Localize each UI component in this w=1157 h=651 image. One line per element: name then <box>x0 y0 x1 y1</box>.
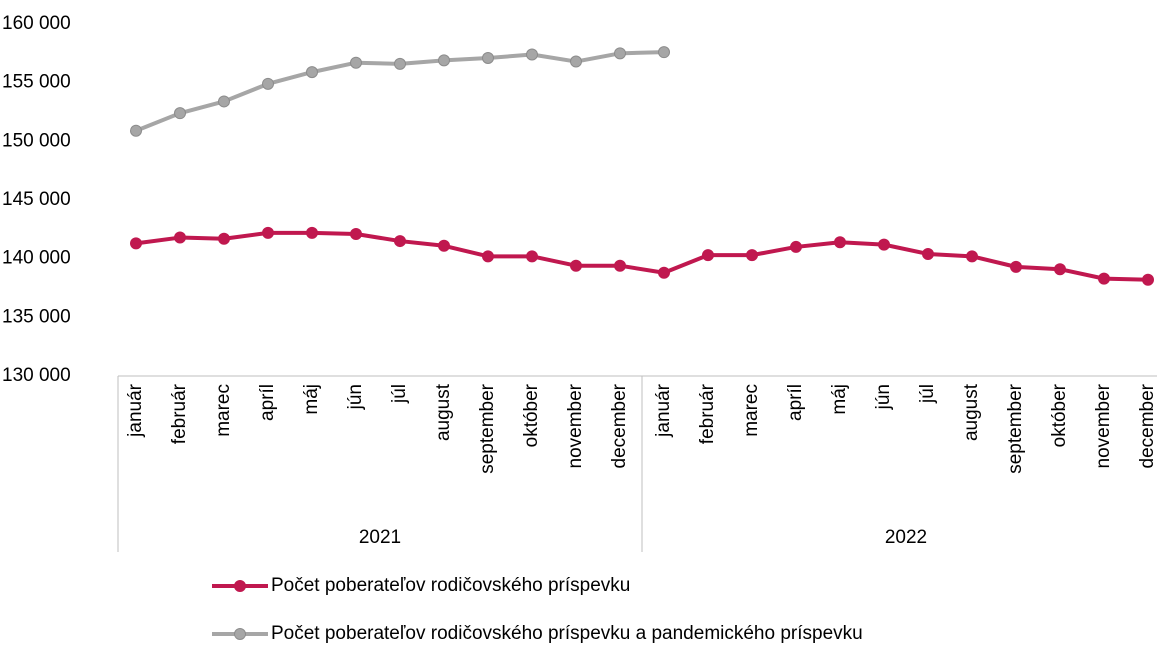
series-marker <box>1098 272 1110 285</box>
series-marker <box>306 226 318 239</box>
series-marker <box>570 55 582 68</box>
x-tick-label: november <box>565 383 586 468</box>
series-marker <box>790 240 802 253</box>
x-tick-label: júl <box>917 384 938 404</box>
y-tick-label: 140 000 <box>2 248 71 269</box>
series-marker <box>746 249 758 262</box>
series-marker <box>218 232 230 245</box>
x-tick-label: november <box>1093 383 1114 468</box>
legend-label: Počet poberateľov rodičovského príspevku… <box>271 623 863 644</box>
series-marker <box>394 235 406 248</box>
series-marker <box>394 57 406 70</box>
x-tick-label: august <box>433 383 454 441</box>
series-marker <box>1054 263 1066 276</box>
x-tick-label: apríl <box>257 384 278 421</box>
series-marker <box>1010 260 1022 273</box>
x-tick-label: máj <box>829 384 850 415</box>
series-marker <box>1142 273 1154 286</box>
legend-marker <box>234 628 246 640</box>
series-marker <box>878 238 890 251</box>
x-tick-label: február <box>697 383 718 444</box>
series-marker <box>438 239 450 252</box>
y-tick-label: 145 000 <box>2 189 71 210</box>
series-marker <box>526 250 538 263</box>
x-tick-label: december <box>609 383 630 468</box>
series-marker <box>658 46 670 59</box>
series-marker <box>174 107 186 120</box>
x-tick-label: marec <box>741 384 762 437</box>
x-tick-label: august <box>961 383 982 441</box>
series-marker <box>438 54 450 67</box>
x-tick-label: február <box>169 383 190 444</box>
x-tick-label: september <box>1005 383 1026 473</box>
series-marker <box>130 237 142 250</box>
series-marker <box>482 250 494 263</box>
series-marker <box>966 250 978 263</box>
series-marker <box>350 56 362 69</box>
series-marker <box>614 259 626 272</box>
series-marker <box>834 236 846 249</box>
x-tick-label: január <box>125 383 146 437</box>
x-tick-label: máj <box>301 384 322 415</box>
series-marker <box>922 247 934 260</box>
series-line <box>135 230 1149 282</box>
legend-marker <box>234 580 246 592</box>
series-marker <box>482 52 494 65</box>
y-tick-label: 150 000 <box>2 130 71 151</box>
series-marker <box>174 231 186 244</box>
series-marker <box>526 48 538 61</box>
y-tick-label: 155 000 <box>2 72 71 93</box>
x-tick-label: júl <box>389 384 410 404</box>
x-tick-label: marec <box>213 384 234 437</box>
x-tick-label: jún <box>345 384 366 410</box>
y-tick-label: 130 000 <box>2 365 71 386</box>
series-marker <box>614 47 626 60</box>
series-marker <box>262 77 274 90</box>
series-marker <box>262 226 274 239</box>
series-marker <box>130 124 142 137</box>
series-marker <box>570 259 582 272</box>
series-marker <box>306 66 318 79</box>
series-marker <box>218 95 230 108</box>
series-marker <box>658 266 670 279</box>
series-marker <box>350 228 362 241</box>
x-tick-label: apríl <box>785 384 806 421</box>
x-tick-label: október <box>1049 383 1070 447</box>
group-label: 2021 <box>359 527 401 548</box>
x-tick-label: január <box>653 383 674 437</box>
x-tick-label: október <box>521 383 542 447</box>
y-tick-label: 160 000 <box>2 13 71 34</box>
series-marker <box>702 249 714 262</box>
x-tick-label: jún <box>873 384 894 410</box>
y-tick-label: 135 000 <box>2 306 71 327</box>
x-tick-label: december <box>1137 383 1157 468</box>
group-label: 2022 <box>885 527 927 548</box>
x-tick-label: september <box>477 383 498 473</box>
legend-label: Počet poberateľov rodičovského príspevku <box>271 575 630 596</box>
